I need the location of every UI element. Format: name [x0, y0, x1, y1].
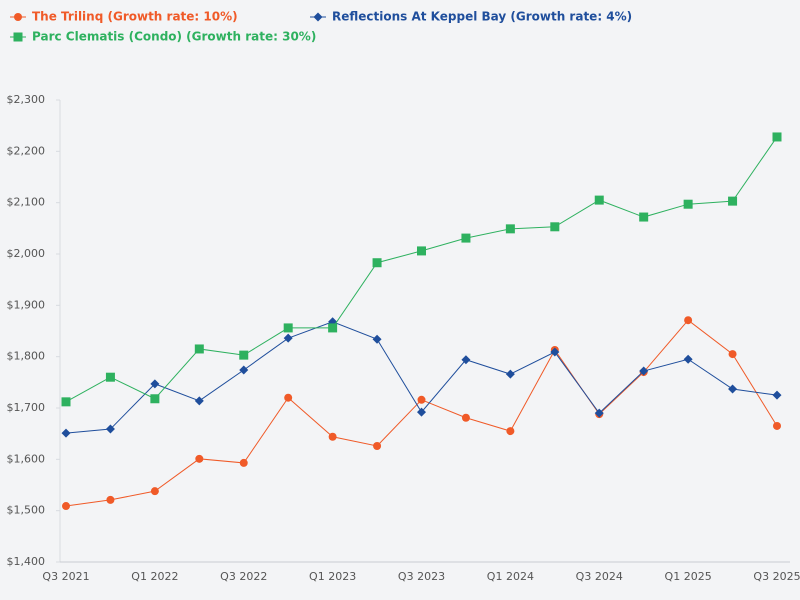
- marker: [328, 432, 337, 441]
- marker: [150, 379, 160, 389]
- marker: [728, 384, 738, 394]
- marker: [728, 196, 738, 206]
- marker: [461, 355, 471, 365]
- marker: [683, 199, 693, 209]
- marker: [417, 246, 426, 256]
- x-tick-label: Q1 2023: [309, 570, 356, 583]
- marker: [106, 495, 115, 504]
- marker: [505, 369, 515, 379]
- marker: [239, 365, 249, 375]
- marker: [239, 350, 249, 360]
- legend-text: The Trilinq (Growth rate: 10%): [32, 10, 238, 24]
- marker: [505, 224, 515, 234]
- marker: [550, 222, 560, 232]
- y-tick-label: $2,000: [7, 247, 46, 260]
- x-tick-label: Q1 2025: [665, 570, 712, 583]
- x-tick-label: Q3 2022: [220, 570, 267, 583]
- marker: [461, 233, 471, 243]
- marker: [594, 408, 604, 418]
- marker: [239, 458, 248, 467]
- marker: [150, 487, 159, 496]
- marker: [506, 427, 515, 436]
- marker: [372, 258, 382, 268]
- marker: [772, 132, 782, 142]
- series-line: [65, 136, 778, 403]
- x-tick-label: Q3 2024: [576, 570, 623, 583]
- marker: [372, 334, 382, 344]
- marker: [194, 344, 204, 354]
- marker: [683, 354, 693, 364]
- marker: [684, 316, 693, 325]
- marker: [639, 212, 649, 222]
- marker: [150, 394, 160, 404]
- y-tick-label: $2,300: [7, 93, 46, 106]
- marker: [313, 12, 323, 22]
- marker: [328, 323, 338, 333]
- marker: [105, 372, 115, 382]
- marker: [284, 393, 293, 402]
- marker: [61, 397, 71, 407]
- marker: [417, 407, 426, 417]
- y-tick-label: $1,600: [7, 452, 46, 465]
- marker: [639, 366, 649, 376]
- marker: [61, 428, 71, 438]
- y-tick-label: $2,200: [7, 144, 46, 157]
- x-tick-label: Q1 2024: [487, 570, 534, 583]
- marker: [594, 195, 604, 205]
- marker: [14, 13, 22, 21]
- y-tick-label: $1,700: [7, 401, 46, 414]
- marker: [773, 421, 781, 430]
- marker: [283, 333, 293, 343]
- y-tick-label: $1,900: [7, 298, 46, 311]
- y-tick-label: $1,800: [7, 350, 46, 363]
- marker: [461, 413, 470, 422]
- marker: [373, 441, 382, 450]
- y-tick-label: $1,500: [7, 504, 46, 517]
- x-tick-label: Q3 2023: [398, 570, 445, 583]
- marker: [62, 502, 70, 511]
- marker: [194, 396, 204, 406]
- x-tick-label: Q3 2025: [753, 570, 800, 583]
- x-tick-label: Q1 2022: [131, 570, 178, 583]
- marker: [772, 390, 782, 400]
- legend-text: Parc Clematis (Condo) (Growth rate: 30%): [32, 30, 316, 44]
- legend-text: Reflections At Keppel Bay (Growth rate: …: [332, 10, 632, 24]
- marker: [283, 323, 293, 333]
- marker: [728, 350, 737, 359]
- marker: [195, 454, 204, 463]
- y-tick-label: $2,100: [7, 196, 46, 209]
- marker: [13, 32, 23, 42]
- marker: [550, 347, 560, 357]
- x-tick-label: Q3 2021: [42, 570, 89, 583]
- marker: [417, 395, 426, 404]
- y-tick-label: $1,400: [7, 555, 46, 568]
- marker: [105, 424, 115, 434]
